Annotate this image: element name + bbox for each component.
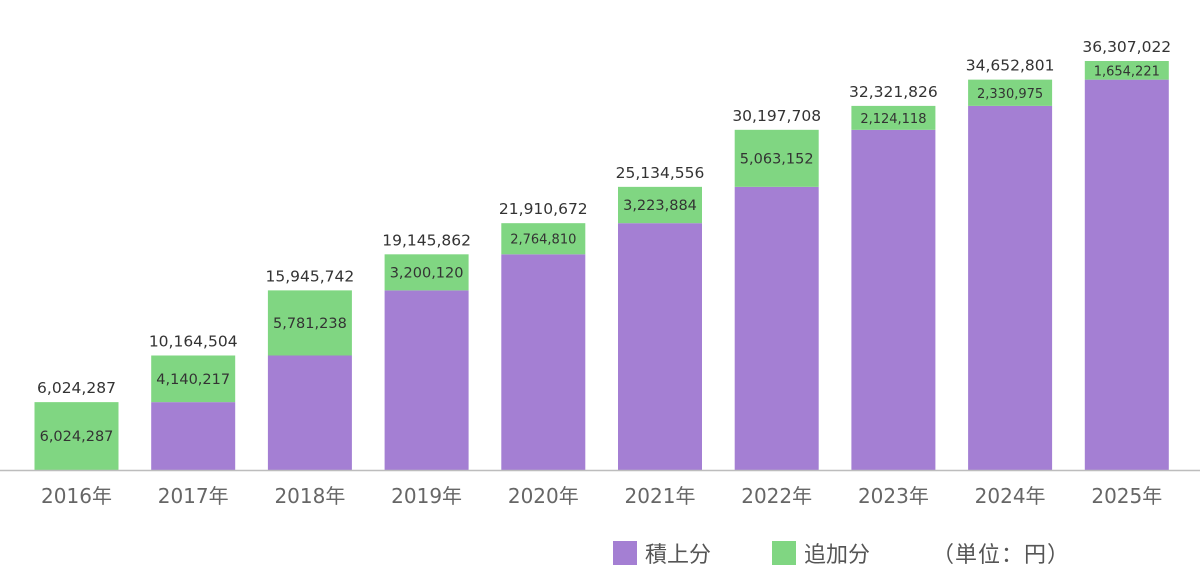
total-label-3: 19,145,862: [382, 231, 471, 249]
bar-added-label-2: 5,781,238: [273, 316, 347, 332]
legend-label-added: 追加分: [804, 543, 871, 568]
total-label-6: 30,197,708: [732, 107, 821, 125]
total-label-0: 6,024,287: [37, 379, 116, 397]
bar-stacked-5: [618, 223, 702, 470]
bar-added-6: [734, 129, 819, 187]
total-label-9: 36,307,022: [1082, 38, 1171, 56]
bar-added-label-6: 5,063,152: [740, 151, 814, 167]
legend-item-stacked: 積上分: [613, 535, 711, 571]
legend-item-added: 追加分: [772, 535, 870, 571]
x-tick-label-2: 2018年: [274, 484, 345, 508]
bar-stacked-9: [1084, 79, 1169, 471]
bar-stacked-4: [501, 254, 586, 470]
bar-stacked-7: [851, 129, 936, 470]
total-label-2: 15,945,742: [266, 267, 355, 285]
x-tick-label-3: 2019年: [391, 484, 462, 508]
total-label-4: 21,910,672: [499, 200, 588, 218]
bar-added-label-9: 1,654,221: [1094, 64, 1160, 79]
bar-stacked-3: [384, 290, 469, 470]
x-tick-label-8: 2024年: [975, 484, 1046, 508]
x-tick-label-7: 2023年: [858, 484, 929, 508]
bar-added-1: [151, 355, 236, 403]
bar-added-label-5: 3,223,884: [623, 198, 697, 214]
bar-added-0: [34, 402, 119, 470]
x-tick-label-4: 2020年: [508, 484, 579, 508]
bar-added-9: [1084, 61, 1169, 80]
bar-stacked-2: [267, 355, 352, 470]
bar-added-label-7: 2,124,118: [860, 112, 926, 127]
legend: 積上分 追加分 （単位：円）: [0, 535, 1200, 575]
bar-added-label-3: 3,200,120: [390, 265, 464, 281]
total-label-7: 32,321,826: [849, 83, 938, 101]
bar-added-5: [618, 186, 702, 224]
x-tick-label-9: 2025年: [1091, 484, 1162, 508]
bar-stacked-8: [968, 105, 1053, 471]
x-tick-label-1: 2017年: [158, 484, 229, 508]
bar-added-label-4: 2,764,810: [510, 233, 576, 248]
x-tick-label-5: 2021年: [625, 484, 696, 508]
legend-swatch-stacked: [613, 541, 637, 565]
bar-added-2: [267, 290, 352, 356]
unit-label: （単位：円）: [932, 543, 1071, 568]
total-label-5: 25,134,556: [616, 164, 705, 182]
total-label-8: 34,652,801: [966, 57, 1055, 75]
bar-added-label-8: 2,330,975: [977, 87, 1043, 102]
bar-added-4: [501, 223, 586, 255]
legend-label-stacked: 積上分: [645, 543, 712, 568]
x-tick-label-6: 2022年: [741, 484, 812, 508]
bar-added-7: [851, 105, 936, 130]
bar-added-3: [384, 254, 469, 291]
bar-stacked-6: [734, 186, 819, 470]
bar-added-label-0: 6,024,287: [40, 429, 114, 445]
bar-stacked-1: [151, 402, 236, 470]
x-tick-label-0: 2016年: [41, 484, 112, 508]
total-label-1: 10,164,504: [149, 332, 238, 350]
legend-swatch-added: [772, 541, 796, 565]
bar-added-label-1: 4,140,217: [156, 372, 230, 388]
bar-added-8: [968, 79, 1053, 106]
